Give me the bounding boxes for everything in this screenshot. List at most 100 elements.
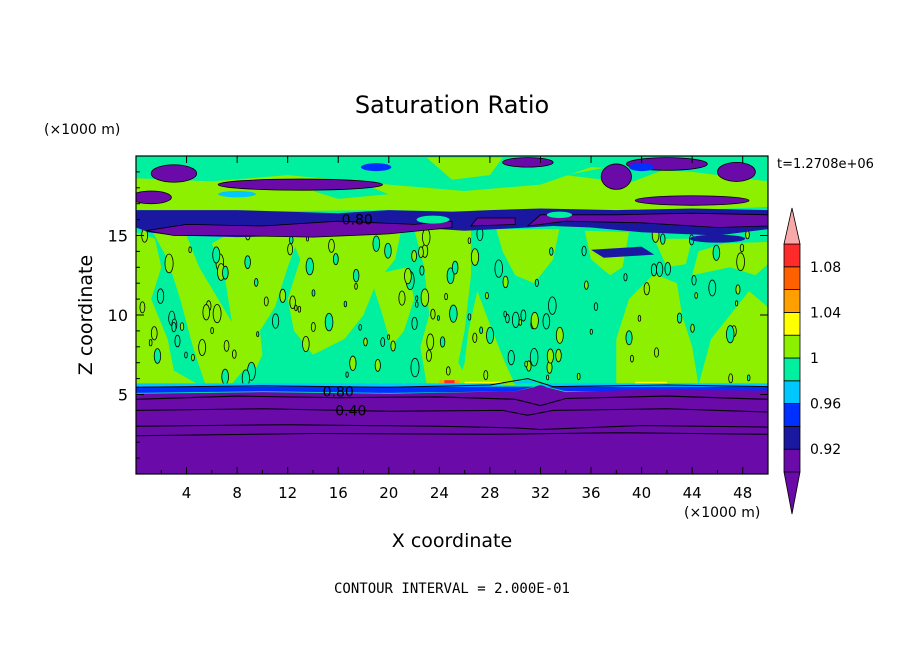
speckle (650, 263, 658, 277)
upper-dry-patch (217, 178, 383, 191)
speckle (467, 313, 472, 321)
speckle (411, 316, 418, 330)
speckle (426, 333, 435, 351)
speckle (198, 339, 207, 356)
cloud-region (654, 238, 693, 268)
cloud-region (496, 229, 560, 284)
colorbar-segment (783, 380, 801, 404)
upper-dry-patch (600, 163, 632, 190)
dry-band-core (146, 220, 453, 238)
speckle (542, 313, 551, 330)
speckle (272, 313, 280, 329)
speckle (623, 273, 628, 282)
speckle (584, 280, 589, 290)
speckle (191, 353, 195, 362)
x-tick-label: 32 (531, 484, 550, 502)
upper-dry-patch (136, 190, 172, 205)
speckle (494, 259, 504, 278)
speckle (343, 300, 348, 308)
contour-label: 0.80 (323, 384, 354, 400)
speckle (690, 323, 695, 333)
speckle (231, 349, 237, 359)
speckle (324, 312, 334, 332)
speckle (202, 304, 211, 321)
upper-dry-patch (634, 195, 750, 206)
speckle (156, 288, 165, 304)
speckle (630, 354, 634, 363)
speckle (549, 247, 554, 256)
speckle (546, 348, 554, 364)
colorbar: 0.92 0.96 1 1.04 1.08 (783, 207, 841, 515)
cloud-region (287, 229, 402, 355)
contour-line (136, 408, 768, 416)
speckle (691, 275, 697, 286)
speckle (398, 290, 406, 306)
colorbar-segment (783, 266, 801, 290)
colorbar-tick-label: 1.04 (810, 305, 841, 321)
dry-band-core (470, 217, 516, 227)
upper-blue-patch (360, 163, 392, 172)
speckle (256, 331, 260, 338)
speckle (530, 311, 539, 330)
colorbar-segment (783, 448, 801, 473)
speckle (439, 336, 446, 348)
teal-gap (546, 211, 573, 219)
speckle (502, 275, 509, 289)
speckle (188, 246, 192, 253)
speckle (444, 293, 448, 301)
speckle (263, 296, 269, 307)
speckle (451, 260, 459, 275)
contour-line (136, 424, 768, 431)
x-tick-label: 40 (632, 484, 651, 502)
speckle (374, 358, 381, 372)
speckle (174, 334, 181, 348)
colorbar-tick-label: 1 (810, 351, 819, 367)
upper-blue-patch (218, 190, 257, 198)
speckle (534, 278, 539, 287)
speckle (485, 292, 489, 300)
contour-labels: 0.80 0.80 0.40 (323, 213, 373, 420)
speckle (390, 340, 396, 352)
speckle (708, 279, 717, 297)
speckle (479, 326, 484, 335)
speckle (184, 351, 188, 359)
upper-teal (313, 184, 389, 199)
speckle (511, 311, 520, 328)
speckle (210, 327, 214, 335)
cloud-region (692, 241, 768, 276)
speckle (363, 337, 368, 347)
speckle (656, 261, 664, 277)
speckle (345, 371, 349, 378)
speckle (411, 250, 417, 262)
speckle (212, 246, 221, 264)
hotspot (444, 380, 455, 384)
speckle (445, 366, 451, 376)
upper-dry-patch (502, 157, 554, 168)
y-tick-label: 15 (108, 227, 128, 246)
x-tick-label: 24 (430, 484, 449, 502)
dry-band-core (689, 234, 746, 243)
speckle (289, 295, 296, 310)
speckle (746, 374, 751, 382)
speckle (352, 268, 360, 283)
colorbar-tick-label: 0.96 (810, 397, 841, 413)
speckle (520, 309, 527, 322)
y-unit-label: (×1000 m) (44, 122, 120, 138)
speckle (222, 265, 229, 280)
cloud-region (616, 273, 699, 385)
speckle (643, 282, 650, 296)
chart-title: Saturation Ratio (355, 91, 549, 119)
speckle (332, 253, 339, 266)
speckle (244, 255, 251, 269)
speckle (739, 243, 745, 253)
colorbar-segment (783, 243, 801, 268)
speckle (472, 332, 478, 343)
colorbar-tick-label: 1.08 (810, 260, 841, 276)
speckle (328, 238, 335, 253)
speckle (150, 326, 158, 341)
speckle (418, 246, 424, 259)
cloud-region (136, 232, 200, 385)
y-axis-label: Z coordinate (75, 255, 97, 375)
speckle (593, 302, 599, 311)
